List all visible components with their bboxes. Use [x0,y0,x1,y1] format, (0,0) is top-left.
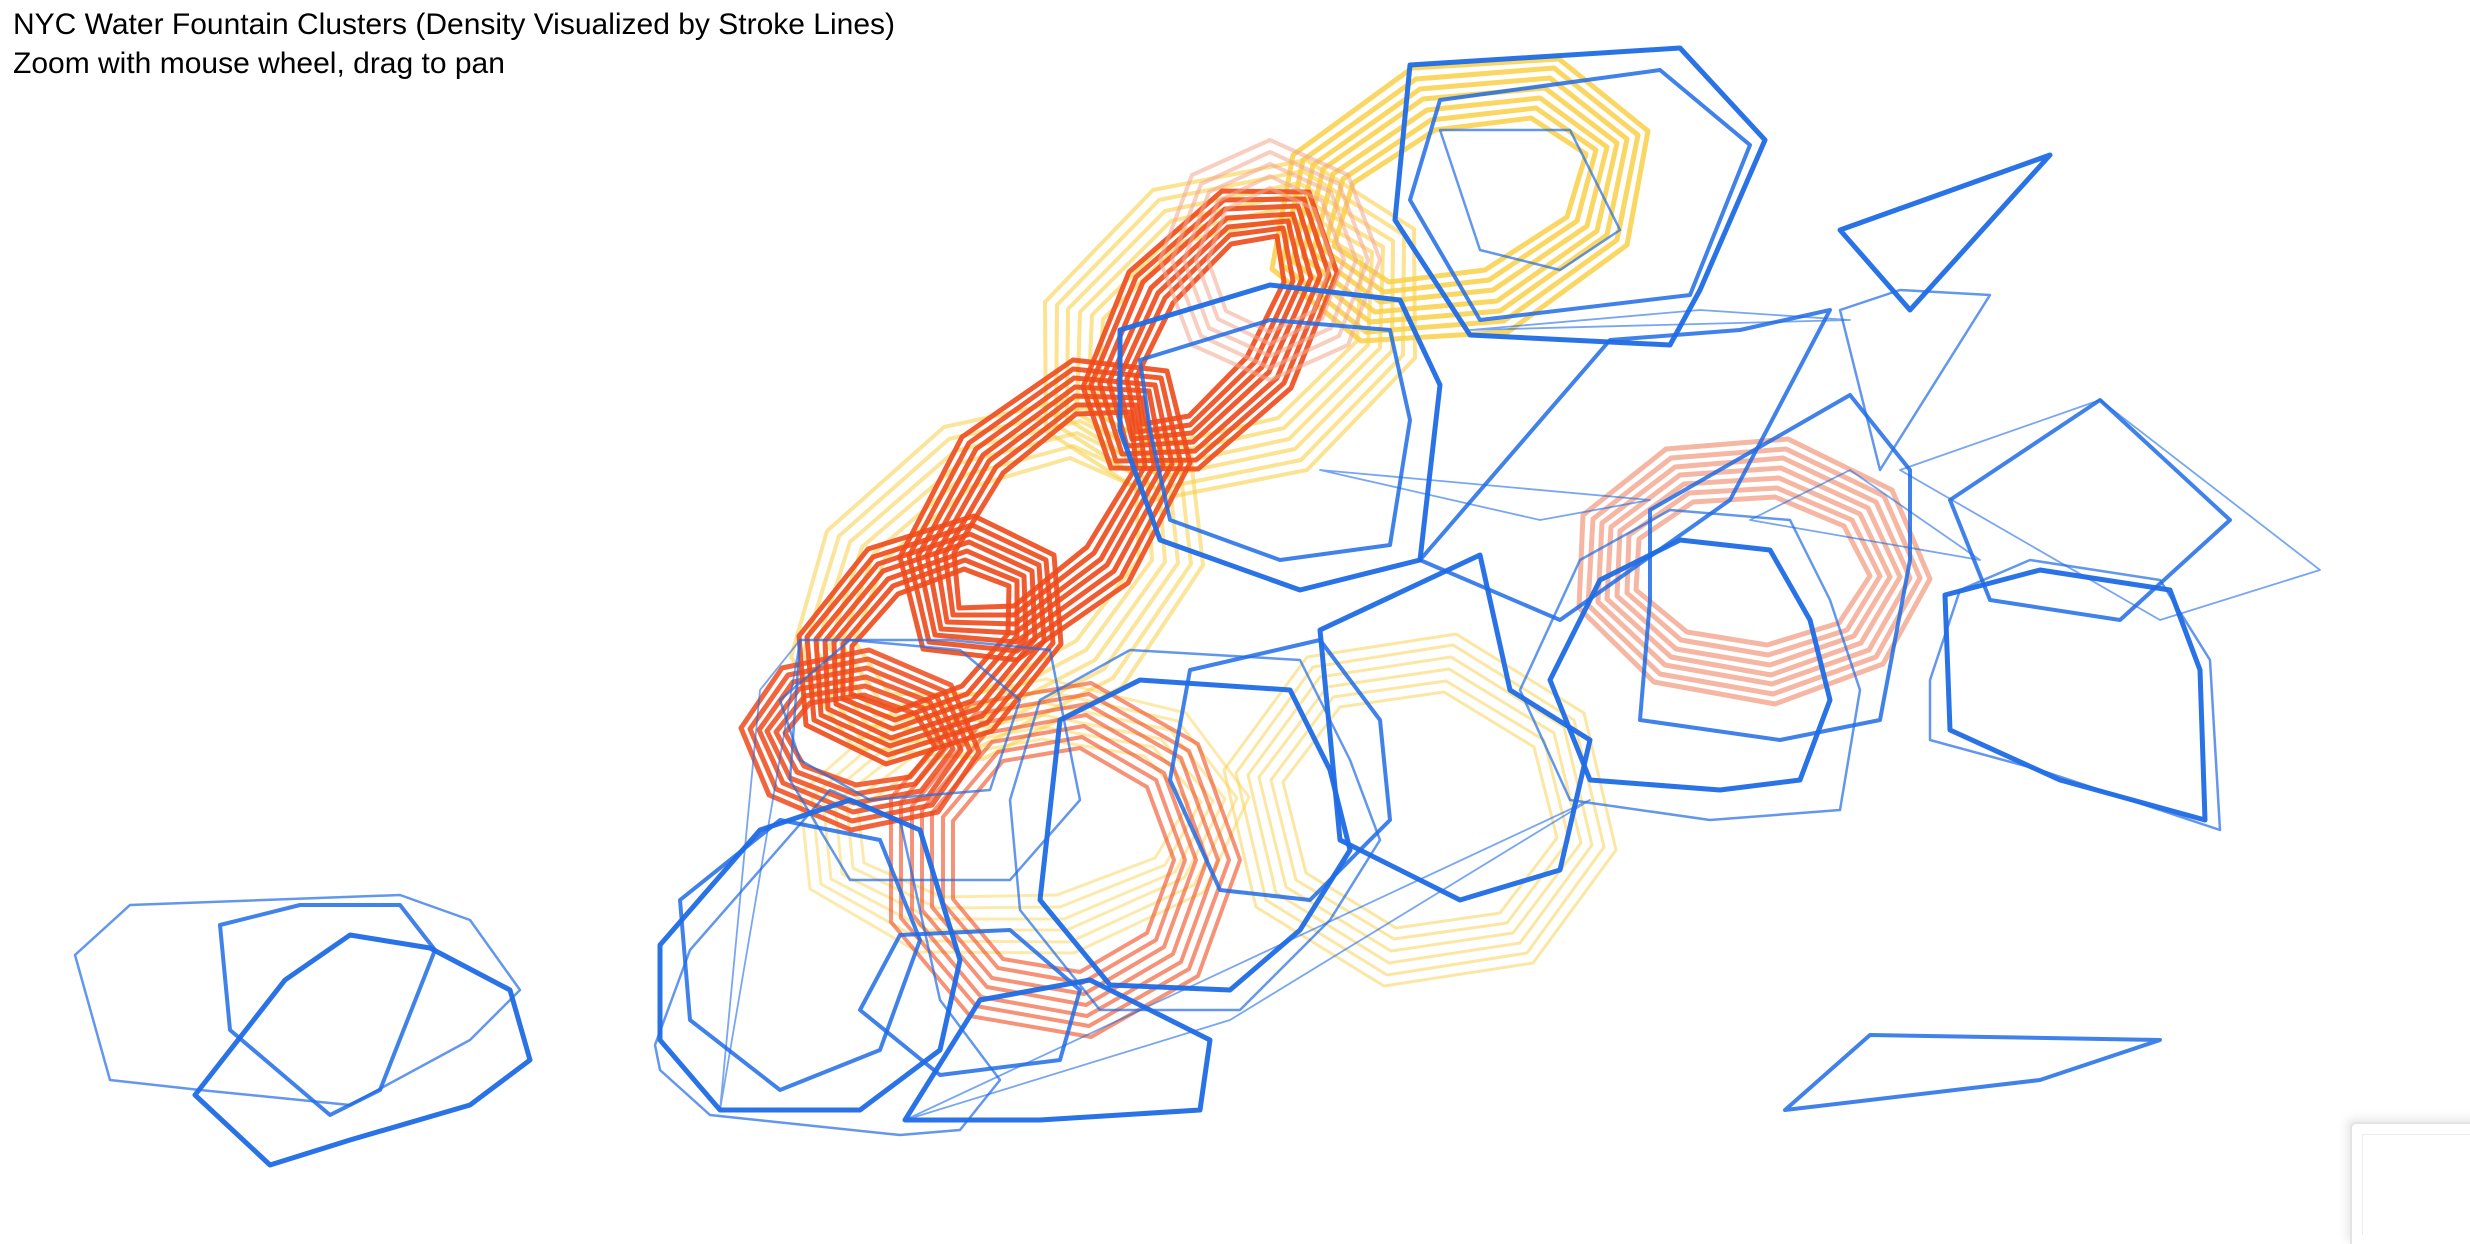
connector-contour-108 [1749,469,1981,561]
high-density-contour-38 [897,357,1193,663]
medium-density-contour-0 [1269,56,1651,344]
cluster-contours-layer [73,45,2321,1168]
low-density-contour-93 [1948,398,2232,622]
high-density-contour-63 [941,735,1187,985]
low-density-contour-104 [1317,552,1593,903]
high-density-contour-65 [1158,138,1382,382]
connector-contour-107 [1469,309,1851,331]
medium-density-contour-28 [1257,667,1583,953]
medium-density-contour-29 [1269,679,1571,941]
low-density-contour-81 [1138,318,1412,562]
high-density-contour-69 [1206,186,1334,334]
medium-density-contour-26 [1234,643,1606,977]
low-density-contour-92 [1942,567,2208,823]
low-density-contour-89 [1547,537,1833,793]
high-density-contour-47 [813,531,1047,749]
high-density-contour-33 [1097,203,1323,457]
low-density-contour-87 [1168,638,1392,902]
high-density-contour-66 [1170,150,1370,370]
corner-widget-frame [2362,1134,2470,1235]
high-density-contour-56 [773,683,947,797]
low-density-contour-102 [858,928,1082,1077]
medium-density-contour-22 [833,713,1215,921]
high-density-contour-61 [920,713,1209,1007]
low-density-contour-103 [778,638,1022,802]
high-density-contour-31 [1080,188,1340,472]
high-density-contour-43 [942,402,1148,618]
high-density-contour-70 [1576,436,1933,707]
low-density-contour-105 [1418,308,1832,622]
high-density-contour-45 [796,513,1064,767]
low-density-contour-91 [1928,558,2222,832]
low-density-contour-79 [1438,128,1622,272]
high-density-contour-60 [910,702,1220,1018]
connector-contour-111 [904,799,1591,1121]
medium-density-contour-5 [1321,105,1599,295]
medium-density-contour-27 [1246,655,1594,965]
medium-density-contour-23 [845,725,1203,910]
medium-density-contour-6 [1331,115,1589,285]
high-density-contour-48 [822,539,1038,741]
low-density-contour-86 [1037,677,1353,993]
low-density-contour-100 [653,788,1002,1137]
high-density-contour-49 [831,548,1029,732]
high-density-contour-68 [1194,174,1346,346]
high-density-contour-51 [848,566,1012,714]
high-density-contour-73 [1604,465,1903,678]
low-density-contour-83 [657,797,963,1113]
high-density-contour-53 [747,656,973,824]
low-density-contour-77 [1392,45,1768,348]
map-canvas[interactable] [0,0,2470,1210]
high-density-contour-74 [1614,475,1893,668]
high-density-contour-55 [764,674,956,806]
high-density-contour-37 [1133,233,1287,427]
low-density-contour-95 [1837,152,2053,313]
high-density-contour-46 [804,522,1056,758]
low-density-contour-78 [1408,68,1752,322]
high-density-contour-44 [951,409,1139,611]
low-density-contour-99 [218,903,437,1117]
low-density-contour-90 [1638,393,1912,742]
low-density-contour-84 [678,818,922,1092]
medium-density-contour-30 [1281,690,1559,930]
low-density-contour-101 [902,977,1213,1123]
high-density-contour-39 [906,366,1184,654]
medium-density-contour-14 [801,406,1193,748]
high-density-contour-64 [951,746,1176,974]
low-density-contour-97 [73,893,522,1107]
connector-contour-106 [719,639,801,1111]
low-density-contour-98 [192,932,533,1168]
connector-contour-110 [1899,399,2321,621]
corner-widget[interactable] [2350,1122,2470,1244]
high-density-contour-40 [915,375,1175,645]
high-density-contour-62 [930,724,1198,996]
high-density-contour-67 [1182,162,1358,358]
low-density-contour-96 [1783,1033,2162,1112]
low-density-contour-88 [1518,508,1862,822]
medium-density-contour-25 [1222,632,1618,988]
low-density-contour-94 [1838,288,1992,472]
medium-density-contour-2 [1290,75,1630,325]
high-density-contour-42 [933,393,1157,627]
high-density-contour-52 [738,647,982,833]
connector-contour-109 [1319,469,1651,521]
high-density-contour-59 [899,692,1231,1028]
